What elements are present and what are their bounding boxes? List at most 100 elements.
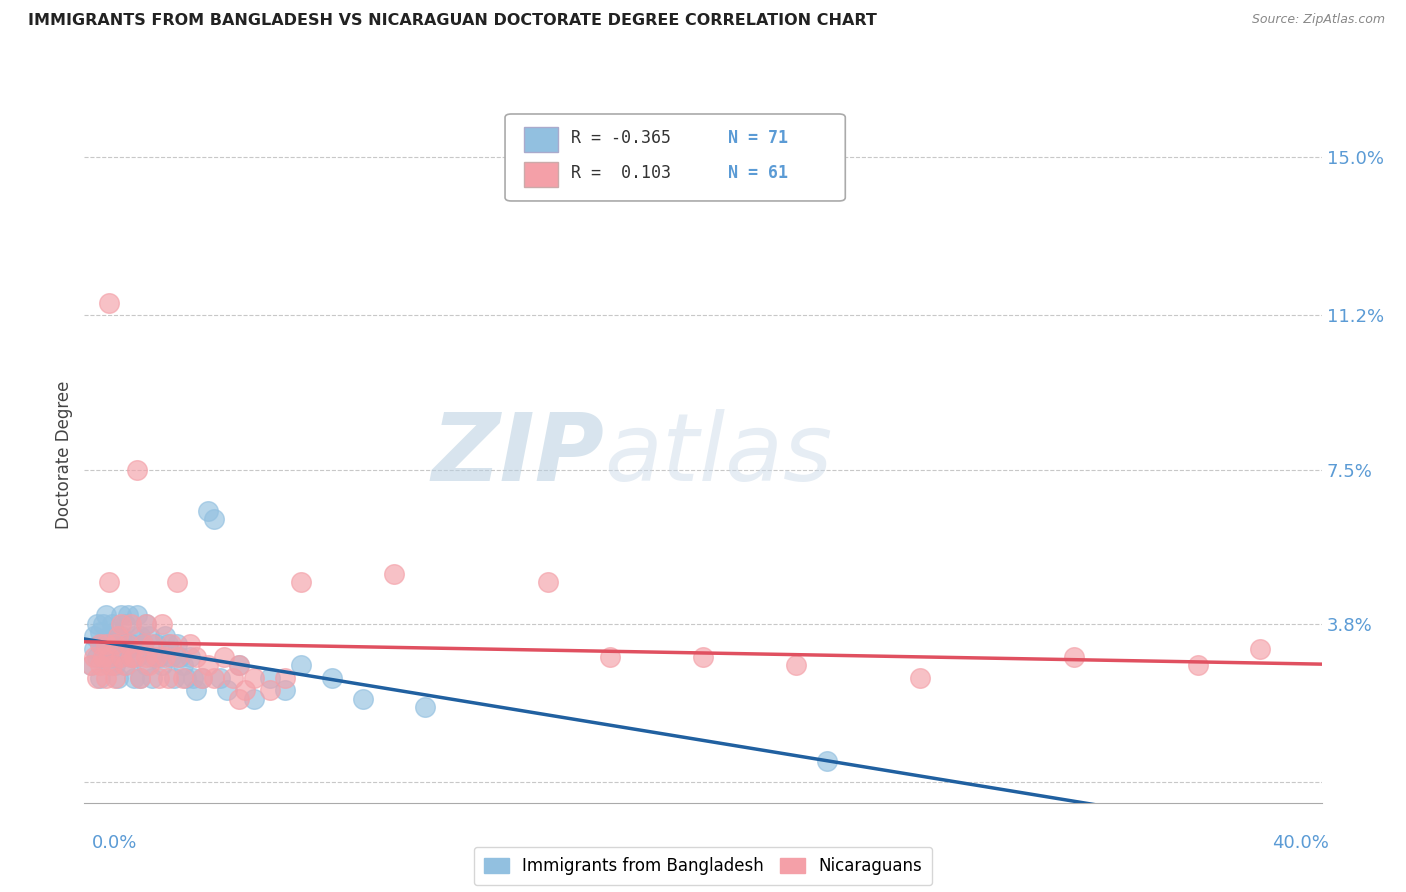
Point — [91, 650, 114, 665]
Point — [89, 658, 111, 673]
Text: ZIP: ZIP — [432, 409, 605, 501]
Point — [125, 650, 148, 665]
Point — [537, 574, 560, 589]
Point — [86, 616, 108, 631]
Point — [209, 671, 232, 685]
Point — [321, 671, 343, 685]
Point — [98, 629, 121, 643]
Point — [243, 671, 266, 685]
Point — [79, 658, 101, 673]
Point — [98, 296, 121, 310]
Point — [104, 671, 127, 685]
Point — [228, 658, 250, 673]
Point — [141, 671, 163, 685]
Point — [89, 671, 111, 685]
Point — [132, 638, 155, 652]
Point — [138, 629, 160, 643]
Point — [94, 638, 117, 652]
Point — [184, 650, 207, 665]
Point — [169, 650, 191, 665]
Text: 0.0%: 0.0% — [91, 834, 136, 852]
Point — [352, 691, 374, 706]
Point — [107, 629, 129, 643]
Legend: Immigrants from Bangladesh, Nicaraguans: Immigrants from Bangladesh, Nicaraguans — [474, 847, 932, 885]
Point — [141, 638, 163, 652]
Point — [290, 574, 312, 589]
Point — [117, 638, 139, 652]
FancyBboxPatch shape — [505, 114, 845, 201]
Point — [86, 671, 108, 685]
Point — [153, 650, 176, 665]
Point — [212, 650, 235, 665]
Point — [110, 650, 132, 665]
Text: R =  0.103: R = 0.103 — [571, 164, 671, 182]
Point — [148, 671, 170, 685]
Point — [98, 650, 121, 665]
Point — [122, 629, 145, 643]
Point — [110, 608, 132, 623]
Bar — [523, 162, 558, 187]
Point — [785, 658, 807, 673]
Point — [129, 629, 152, 643]
Point — [815, 754, 838, 768]
Point — [83, 641, 105, 656]
Point — [79, 658, 101, 673]
Text: N = 61: N = 61 — [728, 164, 787, 182]
Point — [135, 616, 157, 631]
Point — [692, 650, 714, 665]
Point — [117, 641, 139, 656]
Point — [202, 512, 225, 526]
Point — [413, 700, 436, 714]
Y-axis label: Doctorate Degree: Doctorate Degree — [55, 381, 73, 529]
Point — [228, 658, 250, 673]
Point — [94, 608, 117, 623]
Point — [122, 671, 145, 685]
Point — [120, 638, 142, 652]
Point — [290, 658, 312, 673]
Point — [114, 658, 136, 673]
Point — [141, 650, 163, 665]
Point — [138, 658, 160, 673]
Point — [129, 671, 152, 685]
Point — [172, 671, 194, 685]
Point — [243, 691, 266, 706]
Text: R = -0.365: R = -0.365 — [571, 129, 671, 147]
Point — [120, 650, 142, 665]
Point — [153, 629, 176, 643]
Point — [125, 608, 148, 623]
Point — [104, 625, 127, 640]
Point — [166, 638, 188, 652]
Point — [259, 683, 281, 698]
Point — [98, 658, 121, 673]
Point — [274, 671, 297, 685]
Point — [94, 641, 117, 656]
Point — [120, 616, 142, 631]
Point — [135, 658, 157, 673]
Point — [172, 658, 194, 673]
Point — [114, 658, 136, 673]
Point — [184, 683, 207, 698]
Point — [1187, 658, 1209, 673]
Point — [145, 650, 167, 665]
Point — [145, 638, 167, 652]
Point — [1063, 650, 1085, 665]
Point — [125, 462, 148, 476]
Point — [599, 650, 621, 665]
Point — [222, 671, 245, 685]
Point — [233, 683, 256, 698]
Text: Source: ZipAtlas.com: Source: ZipAtlas.com — [1251, 13, 1385, 27]
Point — [132, 638, 155, 652]
Point — [107, 629, 129, 643]
Point — [135, 650, 157, 665]
Point — [156, 638, 179, 652]
Point — [91, 616, 114, 631]
Point — [274, 683, 297, 698]
Point — [94, 671, 117, 685]
Point — [91, 650, 114, 665]
Point — [101, 658, 124, 673]
Point — [110, 650, 132, 665]
Point — [83, 650, 105, 665]
Point — [166, 574, 188, 589]
Point — [104, 638, 127, 652]
Text: atlas: atlas — [605, 409, 832, 500]
